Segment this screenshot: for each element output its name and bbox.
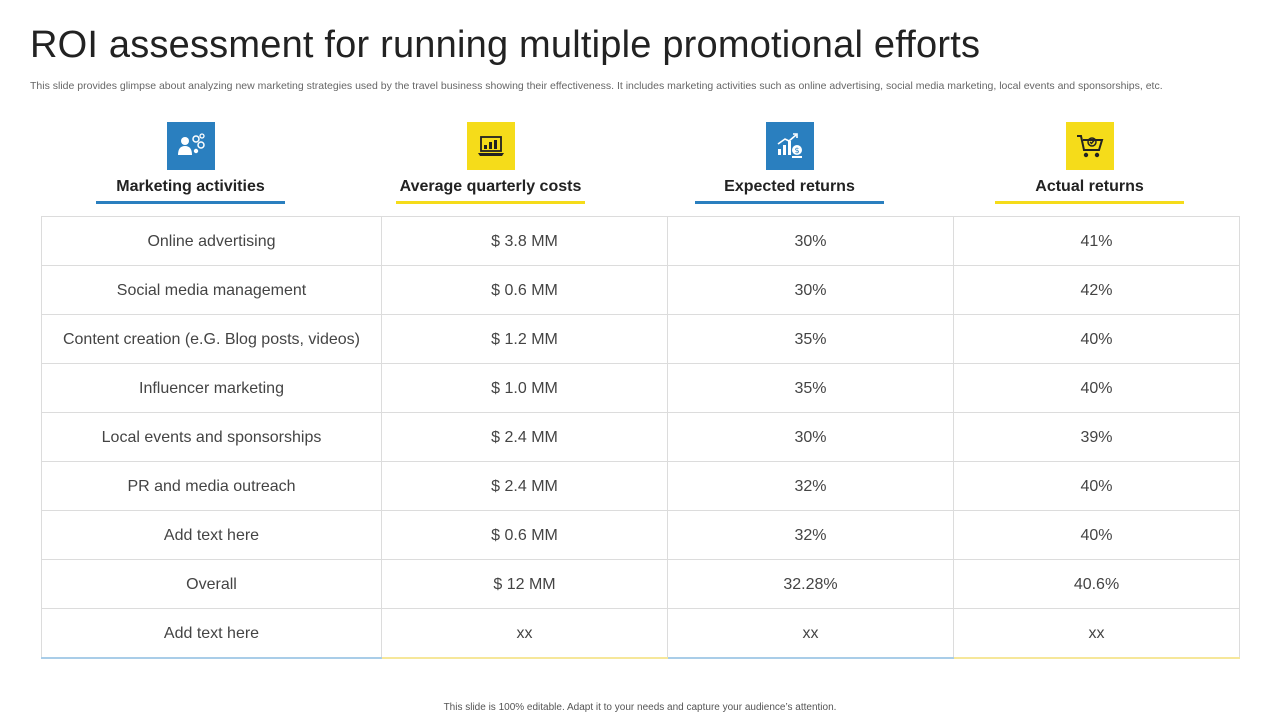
table-row: Content creation (e.G. Blog posts, video…	[41, 314, 1240, 364]
cost-cell: xx	[381, 608, 668, 659]
actual-return-cell: 42%	[953, 265, 1240, 315]
activity-cell: Social media management	[41, 265, 382, 315]
expected-return-cell: 30%	[667, 412, 954, 462]
column-header-underline	[995, 201, 1184, 204]
actual-return-cell: xx	[953, 608, 1240, 659]
table-row: Local events and sponsorships $ 2.4 MM 30%…	[41, 412, 1240, 462]
activity-cell: Local events and sponsorships	[41, 412, 382, 462]
page-subtitle: This slide provides glimpse about analyz…	[30, 80, 1163, 92]
table-row: Overall $ 12 MM 32.28% 40.6%	[41, 559, 1240, 609]
cost-cell: $ 2.4 MM	[381, 461, 668, 511]
expected-return-cell: 32%	[667, 510, 954, 560]
column-headers: Marketing activities Average quarterly c…	[41, 122, 1240, 206]
expected-return-cell: 35%	[667, 314, 954, 364]
actual-return-cell: 40%	[953, 510, 1240, 560]
page-title: ROI assessment for running multiple prom…	[30, 24, 981, 66]
cost-cell: $ 1.0 MM	[381, 363, 668, 413]
expected-return-cell: 32.28%	[667, 559, 954, 609]
cost-cell: $ 1.2 MM	[381, 314, 668, 364]
table-row: Add text here $ 0.6 MM 32% 40%	[41, 510, 1240, 560]
table-row: Online advertising $ 3.8 MM 30% 41%	[41, 216, 1240, 266]
table-row: Add text here xx xx xx	[41, 608, 1240, 659]
table-row: PR and media outreach $ 2.4 MM 32% 40%	[41, 461, 1240, 511]
marketing-people-icon	[167, 122, 215, 170]
cost-cell: $ 12 MM	[381, 559, 668, 609]
column-header-marketing-activities: Marketing activities	[41, 122, 340, 206]
activity-cell: Add text here	[41, 510, 382, 560]
activity-cell: Add text here	[41, 608, 382, 659]
expected-return-cell: 35%	[667, 363, 954, 413]
table-row: Social media management $ 0.6 MM 30% 42%	[41, 265, 1240, 315]
expected-return-cell: 30%	[667, 265, 954, 315]
cost-cell: $ 3.8 MM	[381, 216, 668, 266]
roi-table: Online advertising $ 3.8 MM 30% 41% Social m…	[41, 216, 1240, 659]
column-header-label: Expected returns	[724, 178, 855, 195]
column-header-underline	[695, 201, 884, 204]
actual-return-cell: 40%	[953, 461, 1240, 511]
column-header-label: Average quarterly costs	[399, 178, 582, 195]
table-row: Influencer marketing $ 1.0 MM 35% 40%	[41, 363, 1240, 413]
cost-cell: $ 2.4 MM	[381, 412, 668, 462]
svg-text:$: $	[794, 146, 799, 155]
expected-return-cell: 30%	[667, 216, 954, 266]
column-header-underline	[396, 201, 585, 204]
column-header-label: Marketing activities	[116, 178, 265, 195]
column-header-underline	[96, 201, 285, 204]
cost-cell: $ 0.6 MM	[381, 510, 668, 560]
column-header-average-quarterly-costs: Average quarterly costs	[341, 122, 640, 206]
activity-cell: Influencer marketing	[41, 363, 382, 413]
activity-cell: Overall	[41, 559, 382, 609]
growth-money-icon: $	[766, 122, 814, 170]
shopping-cart-icon	[1066, 122, 1114, 170]
actual-return-cell: 40%	[953, 314, 1240, 364]
column-header-actual-returns: Actual returns	[940, 122, 1239, 206]
actual-return-cell: 39%	[953, 412, 1240, 462]
expected-return-cell: xx	[667, 608, 954, 659]
actual-return-cell: 41%	[953, 216, 1240, 266]
expected-return-cell: 32%	[667, 461, 954, 511]
activity-cell: PR and media outreach	[41, 461, 382, 511]
actual-return-cell: 40.6%	[953, 559, 1240, 609]
cost-cell: $ 0.6 MM	[381, 265, 668, 315]
actual-return-cell: 40%	[953, 363, 1240, 413]
activity-cell: Online advertising	[41, 216, 382, 266]
activity-cell: Content creation (e.G. Blog posts, video…	[41, 314, 382, 364]
footer-note: This slide is 100% editable. Adapt it to…	[443, 702, 837, 713]
column-header-label: Actual returns	[1035, 178, 1144, 195]
laptop-chart-icon	[467, 122, 515, 170]
column-header-expected-returns: $ Expected returns	[640, 122, 939, 206]
